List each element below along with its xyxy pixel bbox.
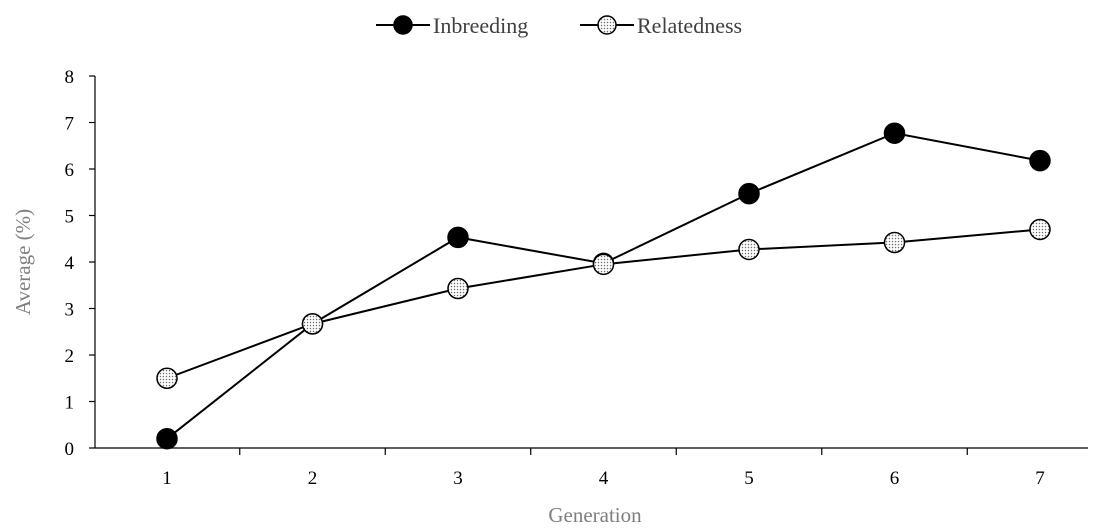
data-point-inbreeding [1029, 149, 1051, 172]
data-point-inbreeding [156, 427, 178, 450]
series-line-relatedness [166, 228, 1041, 380]
y-tick-label: 2 [65, 346, 75, 367]
data-point-relatedness [447, 277, 469, 300]
y-tick-label: 5 [65, 207, 75, 228]
x-tick-label: 2 [308, 468, 318, 489]
legend-item-relatedness: Relatedness [580, 13, 742, 38]
legend: Inbreeding Relatedness [376, 13, 742, 38]
x-axis-ticks: 1 2 3 4 5 6 7 [162, 448, 1045, 489]
x-tick-label: 3 [453, 468, 463, 489]
legend-label-inbreeding: Inbreeding [433, 13, 528, 38]
y-tick-label: 4 [65, 253, 75, 274]
y-tick-label: 8 [65, 67, 75, 88]
legend-marker-relatedness [597, 15, 617, 35]
y-tick-label: 1 [65, 393, 75, 414]
y-tick-label: 0 [65, 439, 75, 460]
axes: 0 1 2 3 4 5 6 7 8 1 2 3 4 5 6 7 [65, 67, 1088, 489]
data-point-inbreeding [447, 226, 469, 249]
x-tick-label: 7 [1035, 468, 1045, 489]
x-tick-label: 1 [162, 468, 172, 489]
data-point-relatedness [301, 313, 324, 335]
y-tick-label: 7 [65, 114, 75, 135]
data-point-inbreeding [883, 122, 906, 144]
y-tick-label: 6 [65, 160, 75, 181]
x-axis-title: Generation [548, 503, 642, 527]
series-layer [156, 122, 1051, 450]
x-tick-label: 4 [599, 468, 609, 489]
data-point-relatedness [592, 253, 615, 276]
y-tick-label: 3 [65, 300, 75, 321]
y-axis-title: Average (%) [11, 209, 35, 315]
legend-marker-inbreeding [393, 15, 413, 35]
data-point-relatedness [1029, 218, 1051, 241]
x-tick-label: 6 [890, 468, 900, 489]
series-line-inbreeding [166, 132, 1041, 440]
y-axis-ticks: 0 1 2 3 4 5 6 7 8 [65, 67, 95, 460]
data-point-relatedness [738, 238, 760, 261]
x-tick-label: 5 [744, 468, 754, 489]
legend-label-relatedness: Relatedness [637, 13, 742, 38]
data-point-inbreeding [738, 182, 760, 205]
data-point-relatedness [883, 231, 906, 254]
legend-item-inbreeding: Inbreeding [376, 13, 528, 38]
data-point-relatedness [156, 367, 178, 389]
